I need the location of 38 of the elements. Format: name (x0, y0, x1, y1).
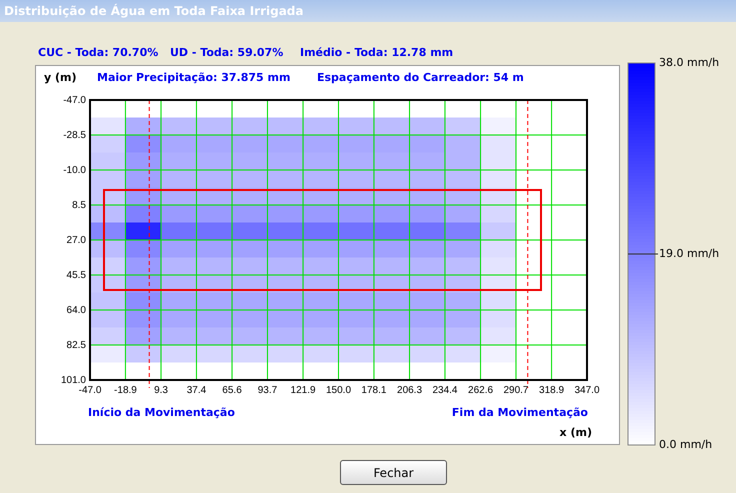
color-bar-label: 0.0 mm/h (659, 438, 712, 451)
text: Início da Movimentação (88, 406, 236, 419)
y-tick-label: -28.5 (63, 130, 86, 141)
x-tick-label: 93.7 (258, 384, 278, 396)
y-tick-label: 101.0 (60, 374, 86, 386)
x-tick-label: 347.0 (574, 384, 600, 396)
y-axis-title: y (m) (44, 70, 77, 84)
y-tick-label: 27.0 (66, 234, 86, 246)
text: Imédio - Toda: 12.78 mm (300, 46, 454, 59)
text: CUC - Toda: 70.70% (38, 46, 158, 59)
y-tick-label: 64.0 (66, 304, 86, 316)
x-tick-label: 178.1 (361, 384, 387, 396)
chart-title: Distribuição de Água em Toda Faixa Irrigada (0, 0, 736, 22)
y-tick-label: 8.5 (72, 200, 86, 211)
x-tick-label: 234.4 (432, 384, 458, 396)
x-tick-label: 318.9 (539, 384, 564, 396)
x-tick-label: 206.3 (397, 384, 422, 396)
text: Maior Precipitação: 37.875 mm (97, 70, 290, 84)
x-tick-label: -18.9 (114, 384, 138, 396)
y-tick-label: 82.5 (66, 340, 86, 351)
color-bar-label: 38.0 mm/h (659, 56, 720, 69)
x-tick-label: 290.7 (503, 384, 529, 396)
x-tick-label: 121.9 (290, 384, 316, 396)
y-tick-label: -47.0 (63, 94, 86, 106)
x-tick-label: 37.4 (186, 384, 207, 396)
x-tick-label: -47.0 (78, 384, 102, 396)
text: UD - Toda: 59.07% (170, 46, 284, 59)
color-bar-label: 19.0 mm/h (659, 246, 720, 260)
text: Fechar (340, 460, 447, 485)
y-tick-label: 45.5 (66, 270, 86, 281)
x-tick-label: 150.0 (326, 384, 352, 396)
x-tick-label: 65.6 (222, 384, 242, 396)
x-axis-title: x (m) (560, 426, 592, 439)
y-tick-label: -10.0 (63, 164, 86, 176)
x-tick-label: 9.3 (154, 384, 168, 396)
x-tick-label: 262.6 (468, 384, 494, 396)
text: Fim da Movimentação (452, 406, 588, 419)
text: Espaçamento do Carreador: 54 m (317, 70, 524, 84)
